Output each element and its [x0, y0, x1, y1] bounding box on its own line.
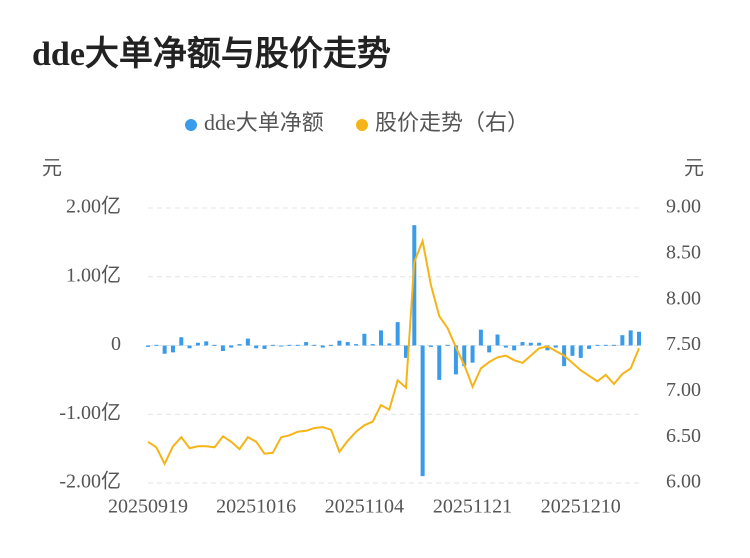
- bar: [262, 345, 267, 349]
- y2-tick-label: 9.00: [666, 196, 701, 218]
- bar: [620, 335, 625, 346]
- bar: [379, 330, 384, 346]
- bar: [362, 333, 367, 346]
- bar: [395, 322, 400, 346]
- bar: [295, 344, 300, 346]
- y-tick-label: -2.00亿: [59, 470, 121, 493]
- bar: [420, 345, 425, 477]
- x-tick-label: 20251210: [541, 496, 621, 518]
- bar: [578, 345, 583, 358]
- legend-marker: [356, 119, 368, 131]
- y-tick-label: -1.00亿: [59, 401, 121, 424]
- bar: [195, 342, 200, 346]
- bar: [445, 344, 450, 346]
- bar: [170, 345, 175, 353]
- legend-label: 股价走势（右）: [375, 110, 529, 135]
- x-tick-label: 20251121: [433, 496, 512, 518]
- bar: [270, 344, 275, 346]
- bar: [453, 345, 458, 375]
- bar: [612, 344, 617, 346]
- y-tick-label: 1.00亿: [66, 263, 121, 286]
- bar: [337, 340, 342, 346]
- bar: [329, 344, 334, 346]
- x-tick-label: 20251016: [216, 496, 296, 518]
- bar: [204, 341, 209, 346]
- bar: [254, 345, 259, 349]
- bar: [520, 342, 525, 346]
- bar: [603, 344, 608, 346]
- bar: [478, 329, 483, 346]
- bar: [503, 345, 508, 348]
- bar: [437, 345, 442, 380]
- chart-title: dde大单净额与股价走势: [32, 35, 391, 73]
- bar: [428, 345, 433, 347]
- bar: [146, 345, 150, 347]
- bar: [553, 345, 558, 348]
- legend-marker: [185, 119, 197, 131]
- bar: [354, 344, 359, 346]
- bar: [537, 342, 542, 346]
- bar: [487, 345, 492, 353]
- y-tick-label: 2.00亿: [66, 195, 121, 218]
- y2-tick-label: 6.00: [666, 471, 701, 493]
- y2-axis-label: 元: [684, 158, 704, 180]
- y2-tick-label: 7.50: [666, 333, 701, 355]
- bar: [545, 345, 550, 351]
- y2-tick-label: 8.00: [666, 287, 701, 309]
- bar: [637, 331, 641, 346]
- legend-label: dde大单净额: [204, 110, 324, 135]
- bar: [470, 345, 475, 363]
- bar: [512, 345, 517, 351]
- bar: [154, 344, 159, 346]
- y2-tick-label: 6.50: [666, 425, 701, 447]
- bar: [287, 344, 292, 346]
- bar: [245, 338, 250, 346]
- bar: [345, 342, 350, 346]
- bar: [304, 342, 309, 346]
- bar: [628, 330, 633, 346]
- bar: [179, 337, 184, 346]
- bar: [387, 343, 392, 346]
- bar: [595, 344, 600, 346]
- y-tick-label: 0: [111, 333, 121, 355]
- bar: [312, 344, 317, 346]
- bar: [212, 344, 217, 346]
- bar: [237, 344, 242, 346]
- x-tick-label: 20251104: [325, 496, 404, 518]
- bar: [462, 345, 467, 367]
- bar: [320, 345, 325, 348]
- y2-tick-label: 8.50: [666, 241, 701, 263]
- bar: [495, 334, 500, 346]
- bar: [229, 345, 234, 348]
- price-line: [147, 237, 640, 467]
- bar: [370, 344, 375, 346]
- bar: [412, 225, 417, 346]
- bar: [162, 345, 167, 354]
- bar: [570, 345, 575, 356]
- y-axis-label: 元: [42, 158, 62, 180]
- bar: [187, 345, 192, 349]
- x-tick-label: 20250919: [108, 496, 188, 518]
- bar: [587, 345, 592, 349]
- bar: [403, 345, 408, 358]
- y2-tick-label: 7.00: [666, 379, 701, 401]
- bar: [279, 345, 284, 347]
- bar: [528, 342, 533, 346]
- bar: [220, 345, 225, 351]
